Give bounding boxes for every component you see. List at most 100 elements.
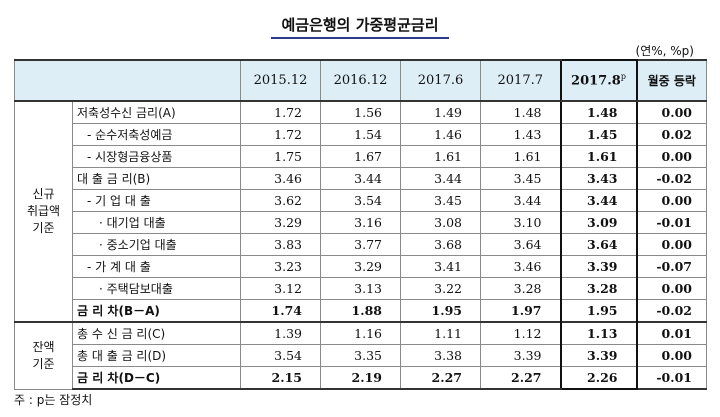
value-cell: 1.95 [400,299,481,323]
value-cell: 1.67 [320,145,401,168]
change-cell: 0.00 [636,277,707,300]
value-cell: 3.39 [559,255,638,278]
column-header: 2016.12 [320,59,401,102]
column-header-change: 월중 등락 [636,59,707,102]
value-cell: 1.61 [400,145,481,168]
value-cell: 1.61 [480,145,561,168]
table-row: 총 대 출 금 리(D) 3.54 3.35 3.38 3.39 3.39 0.00 [15,344,707,367]
value-cell: 3.46 [480,255,561,278]
value-cell: 3.77 [320,233,401,256]
row-label: 대 출 금 리(B) [72,167,241,190]
value-cell: 3.46 [240,167,321,190]
row-label: - 가 계 대 출 [72,255,241,278]
value-cell: 1.54 [320,123,401,146]
value-cell: 3.12 [240,277,321,300]
change-cell: -0.07 [636,255,707,278]
change-cell: 0.00 [636,100,707,124]
row-label: 금 리 차(B－A) [72,299,241,323]
value-cell: 1.97 [480,299,561,323]
value-cell: 1.75 [240,145,321,168]
value-cell: 2.27 [400,366,481,390]
change-cell: 0.02 [636,123,707,146]
value-cell: 3.08 [400,211,481,234]
interest-rate-table: 2015.12 2016.12 2017.6 2017.7 2017.8p 월중… [14,59,707,390]
value-cell: 3.09 [559,211,638,234]
row-label: · 중소기업 대출 [72,233,241,256]
value-cell: 3.44 [400,167,481,190]
value-cell: 1.43 [480,123,561,146]
value-cell: 1.72 [240,123,321,146]
value-cell: 2.15 [240,366,321,390]
value-cell: 3.39 [559,344,638,367]
table-title: 예금은행의 가중평균금리 [0,14,720,39]
value-cell: 1.11 [400,321,481,345]
table-row: 금 리 차(B－A) 1.74 1.88 1.95 1.97 1.95 -0.02 [15,299,707,323]
value-cell: 3.10 [480,211,561,234]
row-label: 저축성수신 금리(A) [72,100,241,124]
header-row: 2015.12 2016.12 2017.6 2017.7 2017.8p 월중… [14,59,707,102]
provisional-marker: p [620,72,626,82]
column-header: 2017.6 [400,59,481,102]
table-row: - 순수저축성예금 1.72 1.54 1.46 1.43 1.45 0.02 [15,123,707,146]
table-row: · 대기업 대출 3.29 3.16 3.08 3.10 3.09 -0.01 [15,211,707,234]
value-cell: 1.49 [400,100,481,124]
change-cell: -0.02 [636,299,707,323]
unit-label: (연%, %p) [635,44,694,58]
row-label: 금 리 차(D－C) [72,366,241,390]
group-balance-basis: 잔액 기준 [14,321,73,390]
value-cell: 3.13 [320,277,401,300]
value-cell: 1.61 [559,145,638,168]
change-cell: 0.00 [636,189,707,212]
table-row: - 가 계 대 출 3.23 3.29 3.41 3.46 3.39 -0.07 [15,255,707,278]
value-cell: 1.72 [240,100,321,124]
change-cell: -0.02 [636,167,707,190]
value-cell: 3.64 [559,233,638,256]
table-row: 잔액 기준 총 수 신 금 리(C) 1.39 1.16 1.11 1.12 1.13… [14,321,707,390]
value-cell: 3.45 [400,189,481,212]
row-label: 총 수 신 금 리(C) [72,321,241,345]
row-label: - 기 업 대 출 [72,189,241,212]
row-label: - 시장형금융상품 [72,145,241,168]
value-cell: 1.48 [559,100,638,124]
table-row: - 시장형금융상품 1.75 1.67 1.61 1.61 1.61 0.00 [15,145,707,168]
value-cell: 1.46 [400,123,481,146]
value-cell: 2.26 [559,366,638,390]
value-cell: 1.13 [559,321,638,345]
row-label: · 주택담보대출 [72,277,241,300]
table-row: 대 출 금 리(B) 3.46 3.44 3.44 3.45 3.43 -0.02 [15,167,707,190]
value-cell: 3.44 [480,189,561,212]
value-cell: 3.54 [320,189,401,212]
change-cell: 0.00 [636,344,707,367]
value-cell: 1.16 [320,321,401,345]
group-new-basis: 신규 취급액 기준 [14,100,73,323]
value-cell: 1.74 [240,299,321,323]
value-cell: 1.88 [320,299,401,323]
row-label: · 대기업 대출 [72,211,241,234]
value-cell: 3.28 [480,277,561,300]
column-header: 2015.12 [240,59,321,102]
value-cell: 3.83 [240,233,321,256]
change-cell: 0.00 [636,145,707,168]
table-row: 신규 취급액 기준 저축성수신 금리(A) 1.72 1.56 1.49 1.48 1.… [14,100,707,323]
change-cell: -0.01 [636,366,707,390]
value-cell: 3.38 [400,344,481,367]
value-cell: 1.12 [480,321,561,345]
row-label: 총 대 출 금 리(D) [72,344,241,367]
value-cell: 3.29 [240,211,321,234]
value-cell: 3.54 [240,344,321,367]
value-cell: 3.62 [240,189,321,212]
column-header: 2017.7 [480,59,561,102]
value-cell: 3.29 [320,255,401,278]
header-corner [14,59,241,102]
table-row: 금 리 차(D－C) 2.15 2.19 2.27 2.27 2.26 -0.01 [15,366,707,390]
value-cell: 3.44 [559,189,638,212]
value-cell: 3.35 [320,344,401,367]
footnote: 주 : p는 잠정치 [14,393,93,407]
value-cell: 3.16 [320,211,401,234]
table-row: - 기 업 대 출 3.62 3.54 3.45 3.44 3.44 0.00 [15,189,707,212]
change-cell: -0.01 [636,211,707,234]
change-cell: 0.00 [636,233,707,256]
value-cell: 3.39 [480,344,561,367]
value-cell: 1.39 [240,321,321,345]
value-cell: 2.27 [480,366,561,390]
